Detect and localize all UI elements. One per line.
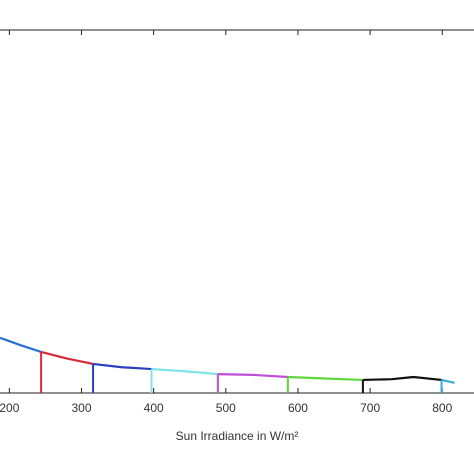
line [362, 375, 442, 382]
x-tick-label: 400 [144, 401, 164, 415]
line [217, 373, 288, 379]
line [92, 362, 152, 371]
x-tick-label: 600 [288, 401, 308, 415]
x-tick-label: 200 [0, 401, 20, 415]
x-tick-label: 700 [360, 401, 380, 415]
x-tick-label: 800 [432, 401, 452, 415]
line [287, 375, 363, 382]
x-axis-label: Sun Irradiance in W/m² [176, 429, 299, 443]
x-tick-label: 300 [72, 401, 92, 415]
line [0, 336, 42, 354]
line [151, 367, 218, 376]
line [441, 378, 455, 384]
x-tick-label: 500 [216, 401, 236, 415]
line [40, 350, 94, 366]
